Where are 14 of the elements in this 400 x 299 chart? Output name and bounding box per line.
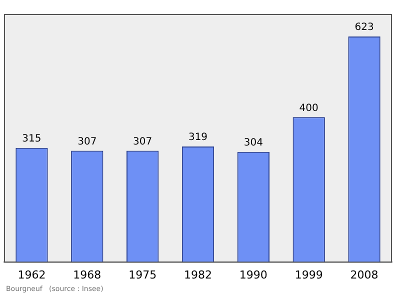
data-label: 315	[22, 133, 42, 144]
data-label: 307	[133, 136, 152, 148]
x-tick-label: 1990	[239, 268, 268, 282]
data-label: 400	[299, 102, 318, 114]
data-label: 307	[78, 136, 97, 148]
x-tick-label: 1982	[184, 268, 212, 282]
data-label: 623	[354, 22, 374, 34]
x-tick-label: 1968	[73, 268, 102, 282]
x-tick-label: 2008	[350, 268, 378, 282]
x-tick-label: 1999	[294, 268, 323, 282]
data-label: 319	[188, 132, 208, 144]
x-tick-label: 1975	[128, 268, 157, 282]
data-label: 304	[244, 137, 263, 148]
x-tick-label: 1962	[18, 268, 46, 282]
